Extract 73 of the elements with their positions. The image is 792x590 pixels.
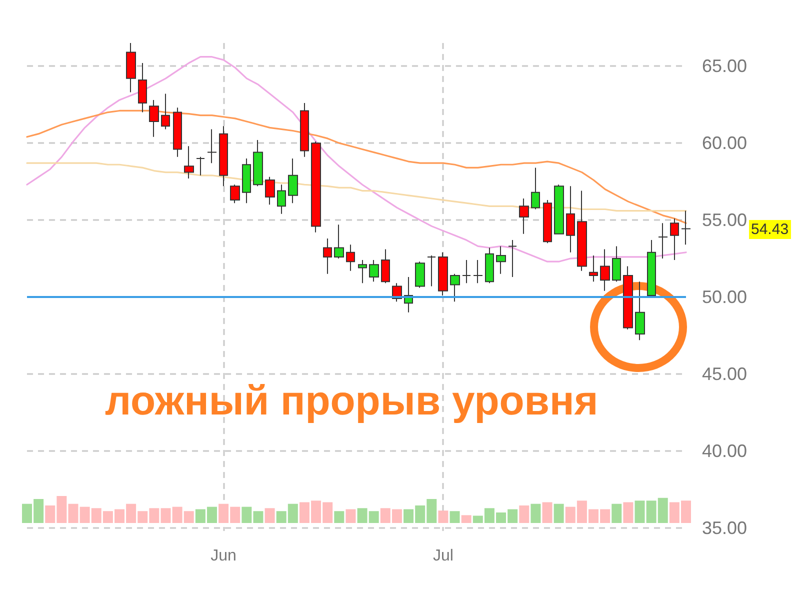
candlestick (138, 62, 147, 113)
candlestick (681, 210, 691, 246)
candlestick (253, 139, 263, 187)
candlestick (566, 186, 575, 253)
annotation: ложный прорыв уровня (105, 378, 598, 424)
bar (519, 505, 530, 523)
line-series (26, 110, 687, 224)
candlestick (554, 184, 564, 234)
candlestick (543, 200, 552, 244)
bar (334, 511, 344, 523)
y-tick-label: 40.00 (702, 440, 748, 461)
bar (530, 504, 541, 523)
candlestick (612, 246, 621, 282)
candlestick (462, 260, 471, 284)
y-tick-label: 45.00 (702, 364, 748, 384)
candlestick (358, 260, 367, 284)
y-tick-label: 60.00 (702, 133, 748, 154)
candlestick (496, 246, 506, 274)
candlestick (415, 261, 425, 288)
bar (438, 510, 448, 523)
candlestick (242, 158, 251, 204)
candlestick (589, 254, 598, 282)
line-series (26, 162, 687, 212)
bar (346, 509, 356, 523)
candlestick (334, 224, 344, 260)
candlestick (161, 93, 170, 130)
candlestick (184, 146, 194, 179)
bar (554, 504, 564, 523)
candlestick (369, 260, 379, 282)
bar (461, 515, 472, 523)
candlestick (196, 156, 205, 176)
candlestick (173, 107, 182, 158)
bar (450, 511, 460, 523)
candlestick (230, 184, 240, 204)
candlestick (207, 128, 217, 164)
candlestick (635, 281, 645, 341)
candlestick (577, 190, 587, 272)
line-series (26, 56, 687, 262)
candlestick (277, 184, 286, 214)
bar (542, 502, 552, 523)
y-tick-label: 50.00 (702, 287, 748, 308)
candlestick (600, 248, 610, 292)
candlestick (265, 176, 275, 206)
x-tick-label: Jun (210, 548, 236, 564)
candlestick (427, 254, 436, 287)
candlestick (473, 260, 483, 284)
y-tick-label: 65.00 (702, 56, 748, 76)
candlestick (647, 240, 656, 296)
candlestick (346, 244, 355, 272)
candlestick (670, 218, 679, 261)
candlestick (323, 238, 332, 274)
y-tick-label: 55.00 (702, 210, 748, 230)
candlestick (288, 158, 298, 204)
candlestick (438, 252, 448, 296)
bar (612, 504, 622, 523)
candlestick (311, 141, 321, 233)
candlestick (149, 99, 159, 138)
candlestick (300, 102, 309, 158)
bar (264, 508, 275, 523)
x-tick-label: Jul (432, 548, 454, 564)
candlestick (658, 222, 668, 260)
candlestick (485, 247, 494, 284)
candlestick (381, 248, 390, 284)
y-tick-label: 35.00 (702, 518, 748, 538)
price-tag: 54.43 (749, 220, 791, 239)
bar (623, 502, 634, 523)
candlestick (623, 266, 633, 330)
candlestick (126, 42, 136, 93)
candlestick (519, 198, 529, 234)
candlestick (219, 126, 228, 187)
candlestick (531, 167, 540, 210)
candlestick (508, 240, 517, 278)
candlestick (450, 273, 460, 302)
